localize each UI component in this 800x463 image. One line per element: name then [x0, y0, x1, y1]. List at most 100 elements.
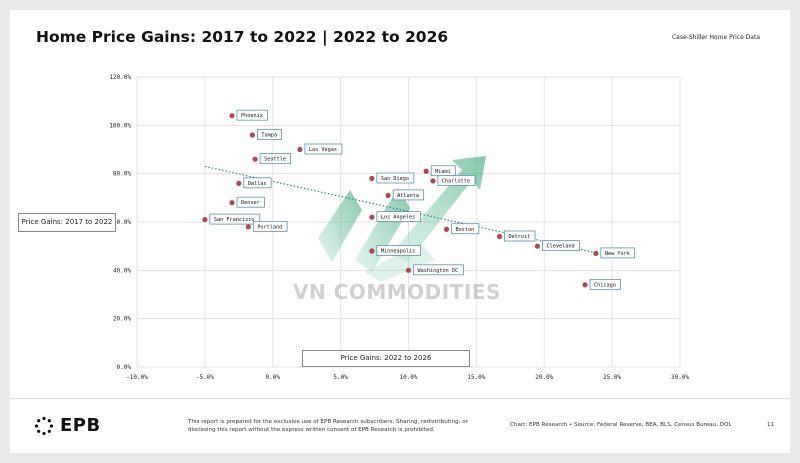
point-label: Dallas [248, 181, 267, 187]
point-label-box [252, 220, 288, 232]
point-marker [405, 267, 412, 273]
chart-title: Home Price Gains: 2017 to 2022 | 2022 to… [36, 28, 449, 46]
scatter-chart: -10.0% -5.0% 0.0% 5.0% 10.0% 15.0% 20.0% 25.0% 3… [109, 74, 689, 381]
data-point: San Francisco [202, 213, 261, 225]
point-label: Detroit [508, 234, 530, 240]
y-tick-label: 0.0% [117, 364, 132, 371]
point-label-box [451, 223, 480, 235]
point-label: Atlanta [397, 193, 419, 199]
point-label: Las Vegas [309, 147, 337, 153]
point-marker [245, 224, 251, 230]
data-point: Washington DC [405, 264, 464, 276]
point-label-box [600, 247, 635, 259]
point-label-box [392, 189, 425, 201]
point-marker [229, 200, 235, 206]
data-point: Los Angeles [369, 211, 421, 223]
disclaimer-text: This report is prepared for the exclusiv… [188, 419, 468, 433]
data-point: San Diego [369, 172, 415, 184]
point-label: Chicago [594, 282, 616, 288]
point-marker [369, 214, 375, 220]
point-label: Charlotte [442, 178, 470, 184]
data-point: Miami [423, 165, 456, 177]
footer-source: Chart: EPB Research • Source: Federal Re… [510, 422, 732, 428]
point-label: Washington DC [418, 268, 459, 274]
point-marker [385, 192, 391, 199]
data-points: Phoenix Tampa Las Vegas Seattle Dallas Denver… [202, 109, 635, 290]
point-marker [249, 132, 255, 138]
point-marker [430, 178, 436, 184]
point-marker [252, 156, 258, 162]
point-label: San Francisco [214, 217, 255, 223]
point-marker [236, 180, 242, 186]
point-marker [443, 226, 450, 232]
point-label: Denver [241, 200, 260, 206]
data-point: Detroit [496, 230, 536, 242]
data-point: Phoenix [229, 109, 268, 121]
point-label: Minneapolis [381, 249, 415, 255]
y-tick-label: 100.0% [109, 122, 131, 129]
point-label-box [437, 175, 476, 186]
data-point: Charlotte [430, 175, 476, 186]
data-point: Dallas [236, 177, 272, 189]
point-label-box [243, 177, 272, 189]
point-label: Miami [435, 169, 451, 175]
point-label-box [236, 196, 265, 208]
point-label: Seattle [264, 157, 286, 163]
data-point: Denver [229, 196, 265, 208]
x-tick-label: -5.0% [196, 374, 214, 381]
point-marker [297, 146, 303, 153]
point-marker [229, 113, 235, 119]
point-marker [534, 243, 541, 249]
x-tick-label: 15.0% [467, 374, 485, 381]
data-point: Chicago [582, 278, 621, 290]
point-label-box [413, 264, 464, 276]
y-tick-label: 60.0% [113, 219, 131, 226]
point-label-box [376, 211, 421, 223]
data-point: Tampa [249, 129, 282, 140]
x-tick-label: 5.0% [333, 374, 348, 381]
axis-ticks: -10.0% -5.0% 0.0% 5.0% 10.0% 15.0% 20.0% 25.0% 3… [109, 74, 689, 381]
point-marker [423, 168, 429, 174]
point-marker [202, 216, 208, 223]
data-point: New York [593, 247, 635, 259]
point-label-box [589, 278, 621, 290]
point-marker [593, 250, 599, 257]
point-marker [369, 175, 375, 182]
point-label: Tampa [261, 133, 277, 139]
epb-logo-icon [34, 416, 54, 435]
data-point: Boston [443, 223, 480, 235]
point-label-box [542, 240, 580, 252]
point-label-box [236, 109, 268, 121]
epb-logo: EPB [34, 415, 101, 436]
x-tick-label: 10.0% [399, 374, 417, 381]
y-tick-label: 20.0% [113, 316, 131, 323]
point-marker [369, 248, 375, 254]
x-axis-label: Price Gains: 2022 to 2026 [302, 350, 470, 367]
x-tick-label: 25.0% [603, 374, 621, 381]
point-label-box [259, 153, 292, 165]
x-tick-label: 30.0% [671, 374, 689, 381]
point-label-box [257, 129, 282, 140]
data-point: Minneapolis [369, 245, 421, 256]
data-point: Las Vegas [297, 143, 343, 155]
data-source-label: Case-Shiller Home Price Data [671, 34, 760, 41]
point-label-box [209, 213, 261, 225]
point-label-box [376, 245, 421, 256]
data-point: Cleveland [534, 240, 580, 252]
point-label: Boston [456, 227, 475, 233]
data-point: Seattle [252, 153, 292, 165]
footer-divider [10, 398, 790, 399]
logo-text: EPB [60, 415, 101, 436]
watermark-text: VN COMMODITIES [293, 280, 501, 304]
point-label: Los Angeles [381, 215, 415, 221]
y-axis-label: Price Gains: 2017 to 2022 [18, 213, 116, 232]
data-point: Atlanta [385, 189, 425, 201]
y-tick-label: 40.0% [113, 267, 131, 274]
point-label: New York [605, 251, 631, 257]
data-point: Portland [245, 220, 288, 232]
point-marker [582, 282, 588, 288]
x-tick-label: 0.0% [266, 374, 281, 381]
point-marker [496, 233, 503, 240]
y-tick-label: 120.0% [109, 74, 131, 81]
point-label-box [376, 172, 415, 184]
